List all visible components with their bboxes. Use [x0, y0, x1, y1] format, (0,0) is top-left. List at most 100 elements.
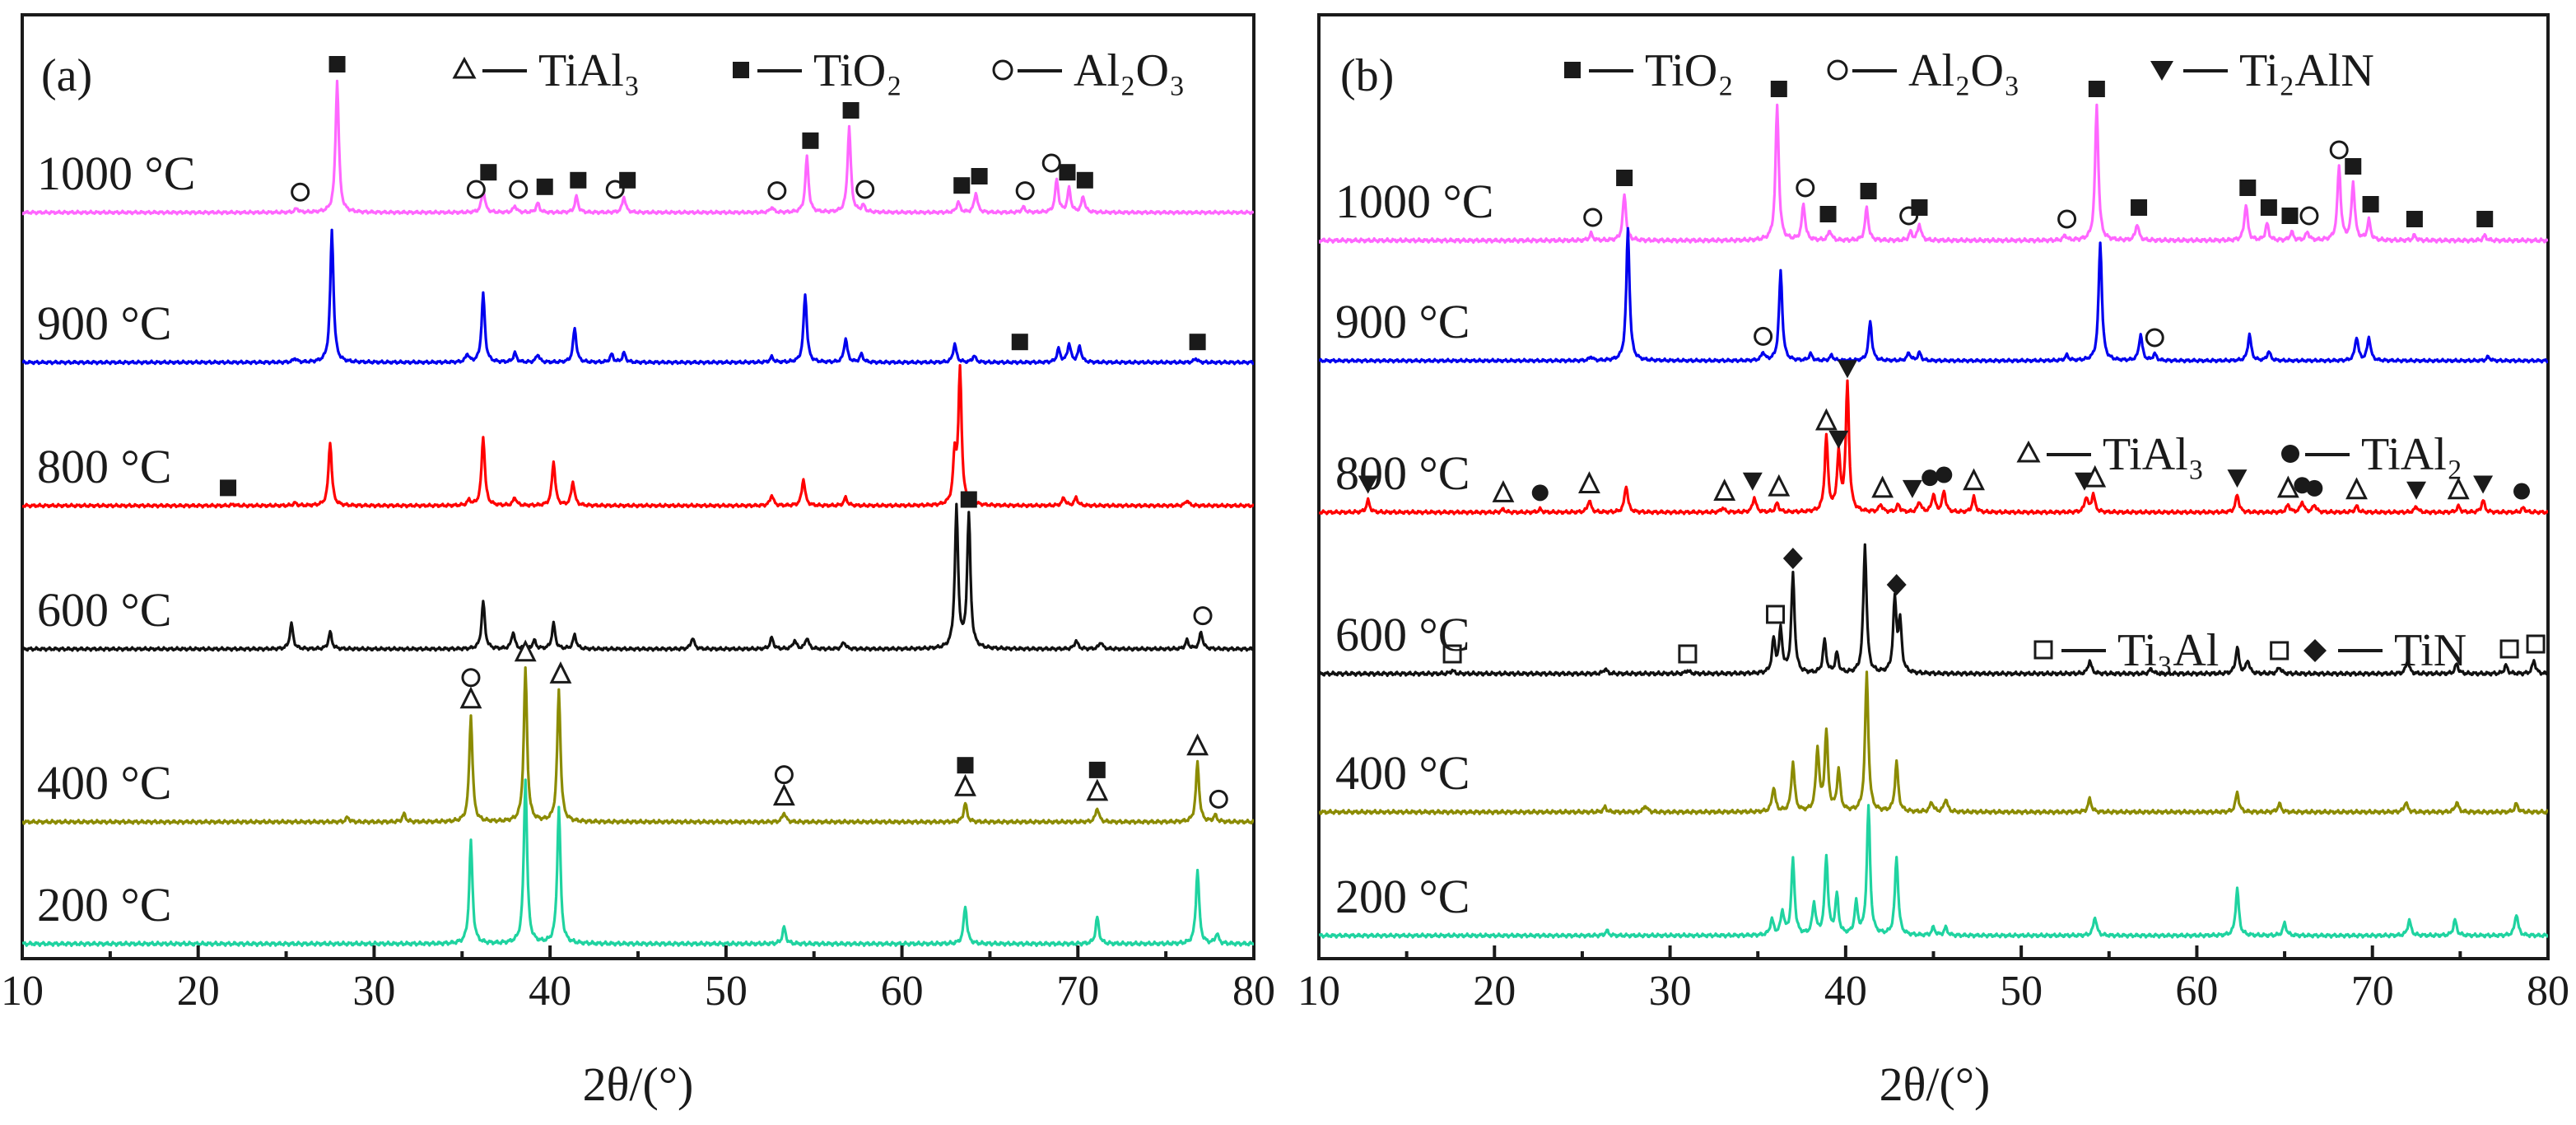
phase-markers: [960, 491, 1213, 626]
phase-marker-circle-icon: [855, 180, 875, 199]
phase-marker-tri-down-icon: [1358, 475, 1378, 494]
panel-a-x-axis: 10 20 30 40 50 60 70 80: [1, 945, 1275, 1015]
panel-b-letter: (b): [1340, 50, 1394, 101]
phase-marker-triangle-icon: [1768, 474, 1791, 497]
phase-marker-triangle-icon: [1086, 778, 1109, 801]
legend-a-tio2: TiO₂: [733, 45, 902, 96]
x-tick-label: 50: [2000, 968, 2043, 1015]
phase-marker-square-icon: [2406, 211, 2423, 227]
pattern-200c: [22, 778, 1254, 947]
phase-marker-dot-icon: [2294, 477, 2311, 494]
panel-b: (b) TiO₂ Al₂O₃ Ti₂AlN TiAl₃: [1297, 13, 2569, 1111]
phase-marker-circle-icon: [291, 182, 310, 202]
legend-b-tin: TiN: [2303, 625, 2467, 676]
pattern-400c: [1319, 670, 2548, 815]
phase-marker-triangle-icon: [772, 783, 795, 806]
legend-b-tial2: TiAl₂: [2281, 429, 2462, 480]
phase-marker-circle-icon: [767, 181, 787, 201]
phase-markers: [1583, 81, 2494, 229]
phase-marker-circle-icon: [1583, 208, 1603, 227]
x-tick-label: 50: [705, 968, 748, 1015]
phase-marker-square-icon: [2260, 199, 2277, 216]
legend-a-tial3: TiAl₃: [452, 45, 640, 96]
x-tick-label: 70: [1056, 968, 1099, 1015]
phase-marker-triangle-icon: [1871, 475, 1894, 498]
phase-marker-triangle-icon: [2345, 477, 2368, 500]
pattern-900c: [1319, 226, 2548, 364]
pattern-line: [22, 666, 1254, 825]
phase-marker-square-icon: [802, 132, 819, 149]
phase-marker-square-icon: [957, 757, 974, 774]
phase-marker-tri-down-icon: [2406, 481, 2427, 500]
legend-open-triangle-icon: [452, 56, 477, 79]
legend-a-al2o3: Al₂O₃: [992, 45, 1186, 96]
pattern-label: 400 °C: [37, 756, 171, 810]
pattern-label: 800 °C: [1335, 446, 1470, 500]
phase-markers: [1358, 360, 2531, 502]
pattern-line: [22, 228, 1254, 366]
phase-marker-square-icon: [1189, 334, 1206, 351]
panel-b-pattern-labels: 1000 °C 900 °C 800 °C 600 °C 400 °C 200 °C: [1335, 81, 2546, 923]
phase-marker-circle-icon: [1796, 178, 1815, 198]
phase-marker-dot-icon: [1531, 484, 1549, 502]
x-tick-label: 80: [1232, 968, 1275, 1015]
legend-open-circle-icon: [1827, 59, 1848, 81]
panel-a-frame: [21, 13, 1255, 960]
phase-markers: [291, 56, 1093, 202]
panel-a: (a) TiAl₃ TiO₂ Al₂O₃ 1000 °C 900 °C 800 °C…: [1, 13, 1275, 1111]
phase-marker-circle-icon: [461, 668, 481, 688]
legend-b-ti3al-label: Ti₃Al: [2117, 625, 2219, 676]
x-tick-label: 30: [1649, 968, 1692, 1015]
phase-marker-circle-icon: [1041, 153, 1061, 173]
phase-marker-dot-icon: [1935, 466, 1953, 483]
phase-marker-open-square-icon: [2526, 634, 2546, 654]
pattern-900c: [22, 228, 1254, 366]
phase-marker-triangle-icon: [2276, 475, 2299, 498]
legend-filled-circle-icon: [2281, 445, 2299, 463]
phase-marker-square-icon: [220, 479, 237, 497]
phase-marker-triangle-icon: [514, 639, 537, 662]
phase-markers: [1442, 548, 2546, 664]
phase-marker-square-icon: [2281, 208, 2299, 224]
phase-marker-circle-icon: [466, 180, 486, 199]
x-tick-label: 60: [881, 968, 924, 1015]
phase-marker-circle-icon: [774, 765, 794, 785]
phase-markers: [1011, 334, 1206, 351]
phase-markers: [220, 479, 237, 497]
legend-b-tio2-label: TiO₂: [1645, 45, 1734, 96]
pattern-label: 800 °C: [37, 440, 171, 493]
x-tick-label: 40: [529, 968, 571, 1015]
pattern-800c: [22, 364, 1254, 509]
phase-marker-diamond-icon: [1886, 574, 1907, 595]
pattern-line: [1319, 226, 2548, 364]
x-tick-label: 60: [2175, 968, 2218, 1015]
pattern-line: [1319, 804, 2548, 939]
panel-b-legend-top: TiO₂ Al₂O₃ Ti₂AlN: [1564, 45, 2374, 96]
pattern-label: 1000 °C: [1335, 175, 1493, 228]
phase-marker-open-square-icon: [1442, 644, 1462, 664]
phase-marker-triangle-icon: [1578, 471, 1600, 493]
phase-marker-square-icon: [2088, 81, 2105, 97]
phase-marker-square-icon: [1770, 81, 1787, 97]
phase-marker-square-icon: [2362, 196, 2379, 212]
phase-marker-dot-icon: [1922, 469, 1939, 487]
x-tick-label: 10: [1, 968, 44, 1015]
phase-marker-square-icon: [328, 56, 346, 72]
pattern-label: 200 °C: [37, 878, 171, 931]
x-tick-label: 70: [2351, 968, 2394, 1015]
phase-marker-square-icon: [570, 171, 587, 189]
pattern-line: [22, 778, 1254, 947]
x-tick-label: 80: [2527, 968, 2569, 1015]
phase-markers: [1754, 326, 2164, 348]
pattern-line: [1319, 543, 2548, 677]
pattern-label: 600 °C: [37, 583, 171, 637]
phase-marker-tri-down-icon: [2227, 469, 2248, 488]
pattern-label: 200 °C: [1335, 870, 1470, 923]
phase-marker-triangle-icon: [954, 773, 976, 796]
phase-marker-tri-down-icon: [1837, 360, 1857, 379]
panel-a-x-axis-title: 2θ/(°): [583, 1057, 694, 1111]
phase-marker-square-icon: [1911, 199, 1928, 216]
pattern-200c: [1319, 804, 2548, 939]
phase-marker-triangle-icon: [459, 686, 482, 709]
phase-marker-tri-down-icon: [2473, 475, 2494, 494]
